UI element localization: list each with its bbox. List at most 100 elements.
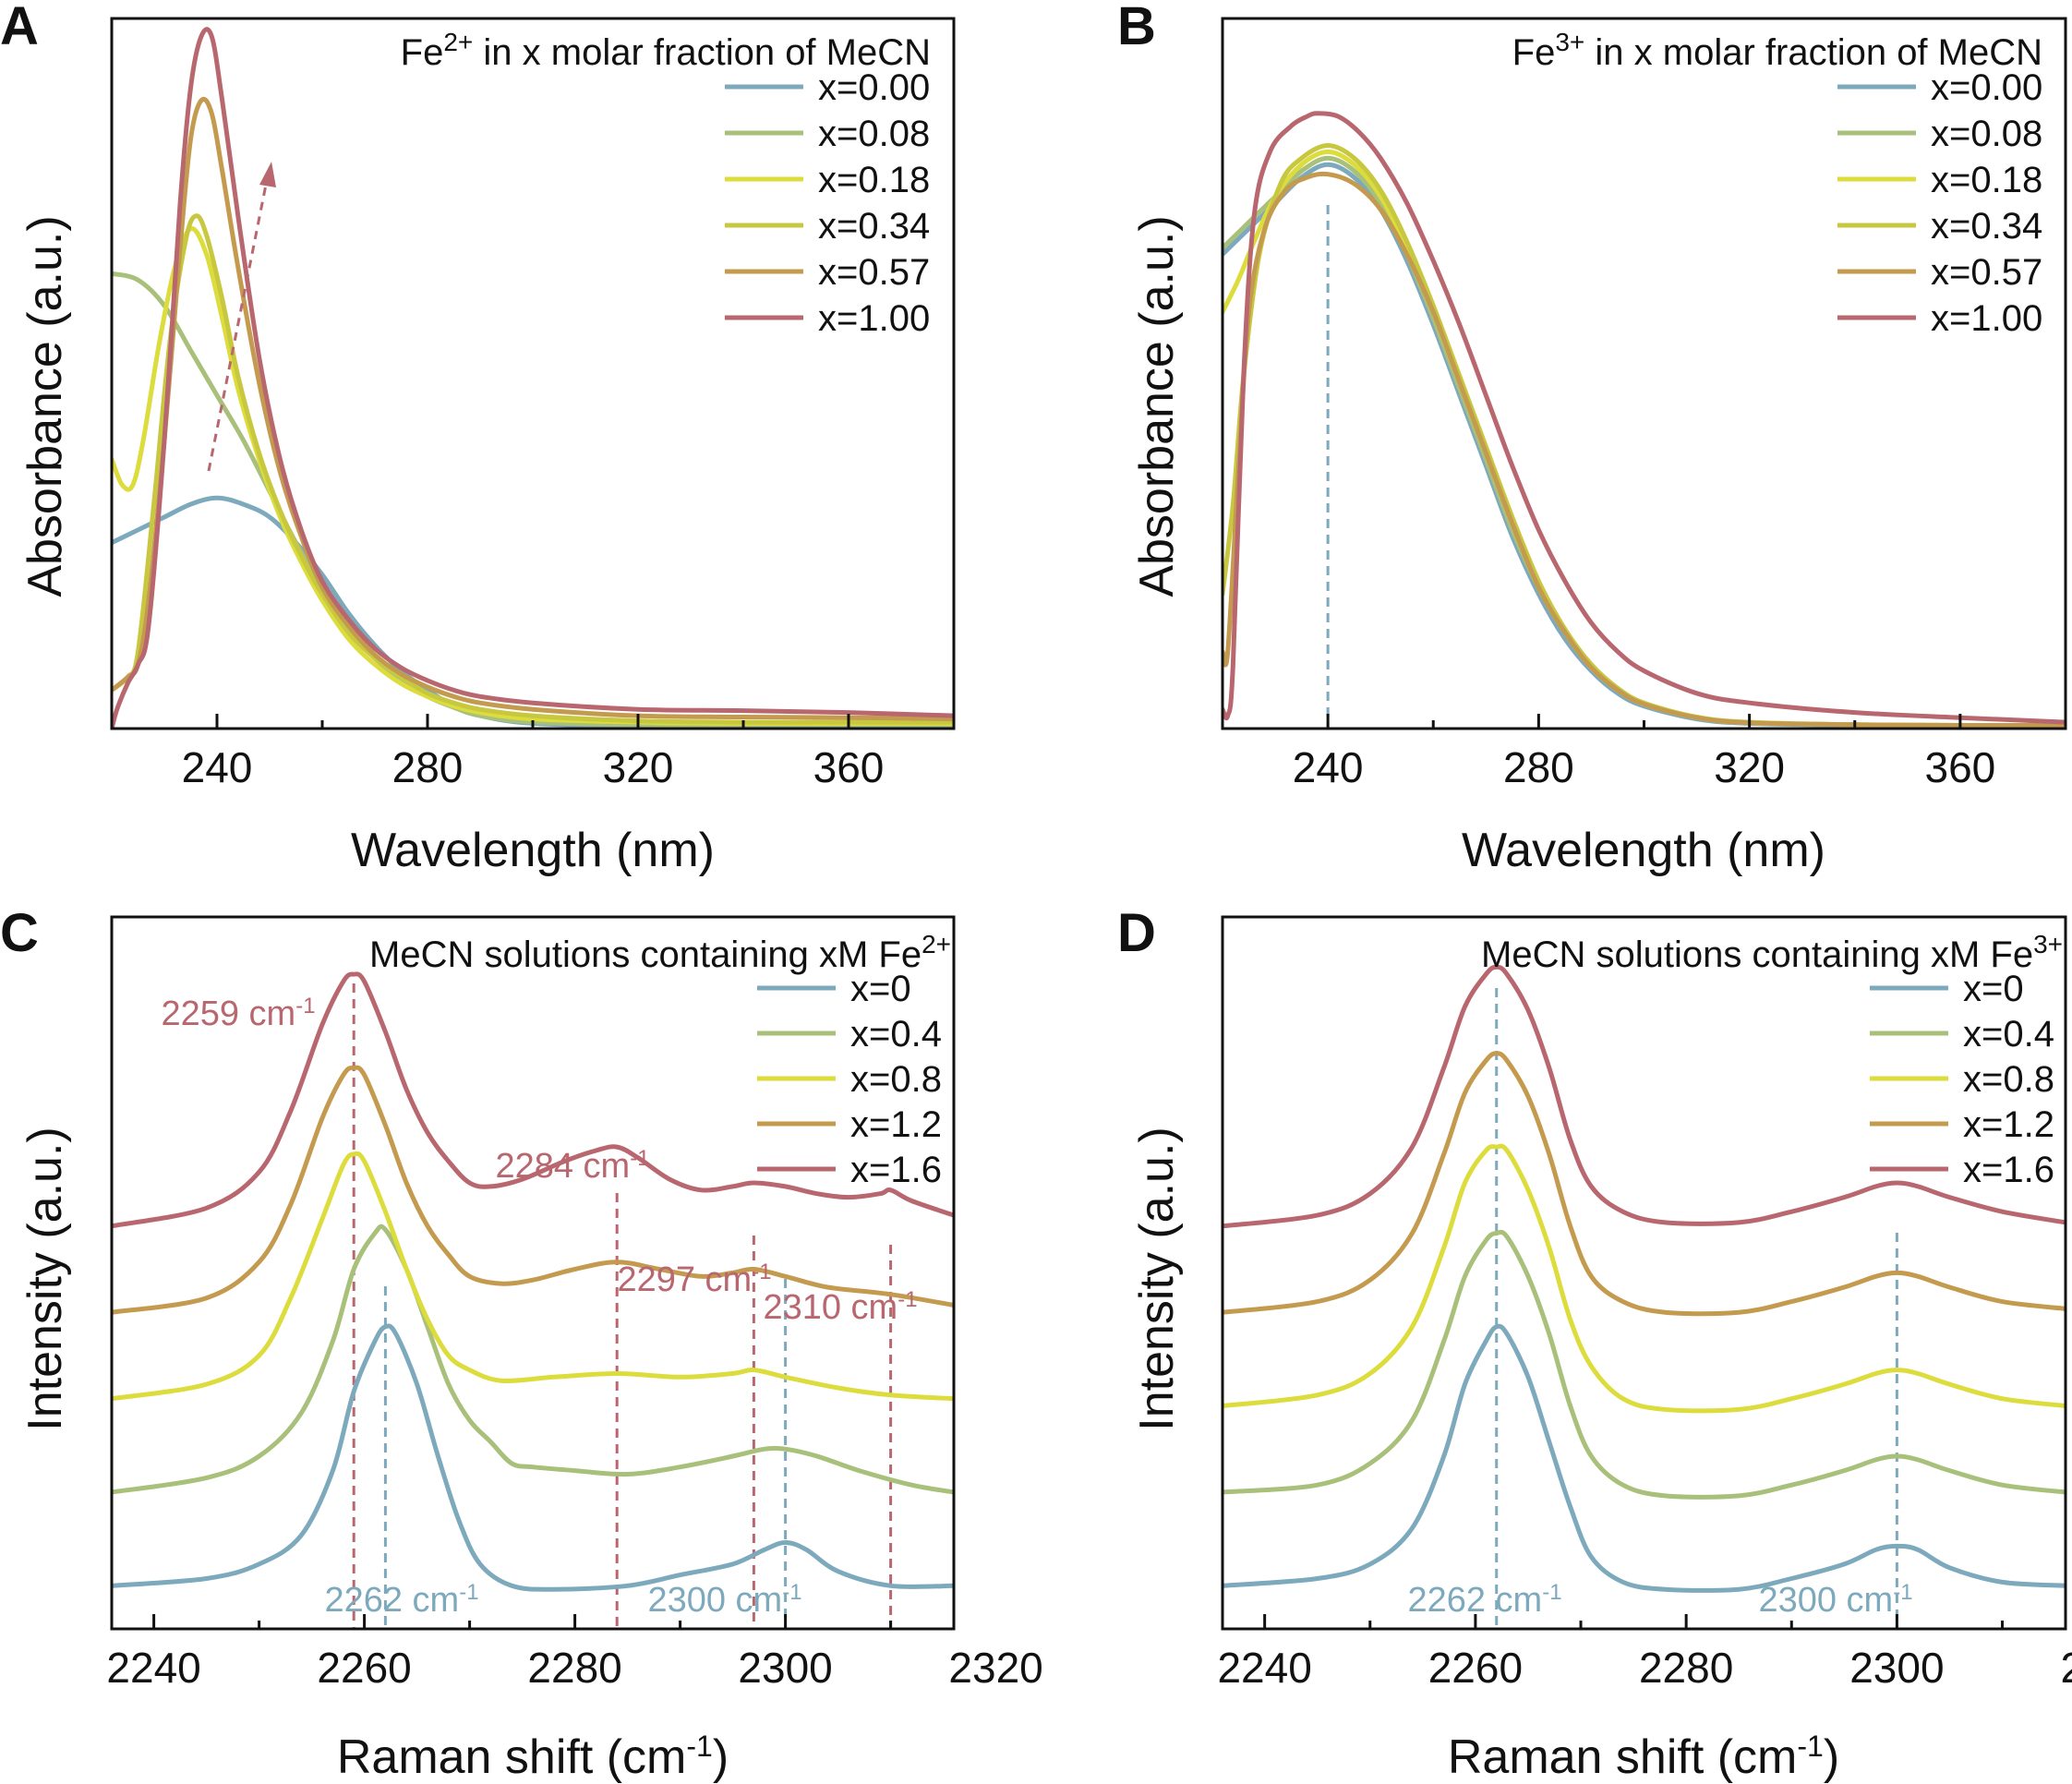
- x-tick-label-280: 280: [1503, 743, 1574, 791]
- panel-b-frame: [1221, 17, 2067, 730]
- annotation-2297: 2297 cm-1: [617, 1260, 771, 1300]
- annotation-2262: 2262 cm-1: [324, 1580, 478, 1621]
- annotation-2300: 2300 cm-1: [647, 1580, 801, 1621]
- x-tick-label-360: 360: [813, 743, 885, 791]
- legend-label-x-0-34: x=0.34: [1931, 206, 2042, 247]
- panel-a-x-axis-title: Wavelength (nm): [351, 824, 715, 877]
- x-tick-label-2240: 2240: [1217, 1644, 1311, 1692]
- panel-d-x-ticks: 2240 2260 2280 2300 2320: [1217, 1614, 2072, 1692]
- panel-a-curves: [112, 27, 954, 729]
- x-tick-label-2260: 2260: [1428, 1644, 1523, 1692]
- panel-c-annotations: 2259 cm-1 2262 cm-1 2284 cm-1 2297 cm-1 2300…: [161, 994, 917, 1621]
- x-tick-label-2300: 2300: [738, 1644, 832, 1692]
- legend-label-x-0-18: x=0.18: [818, 160, 930, 200]
- annotation-2300: 2300 cm-1: [1758, 1580, 1912, 1621]
- x-tick-label-240: 240: [1293, 743, 1364, 791]
- legend-label-x-0-4: x=0.4: [850, 1014, 942, 1055]
- panel-d-annotations: 2262 cm-1 2300 cm-1: [1407, 1580, 1912, 1621]
- panel-d-frame: [1221, 915, 2067, 1631]
- panel-c-series-x-0: [112, 1323, 954, 1592]
- panel-c-x-axis-title: Raman shift (cm-1): [337, 1730, 729, 1784]
- panel-letter-b: B: [1117, 0, 1156, 56]
- panel-a: A 240 280 320 360 Fe2+ in x molar fraction …: [0, 0, 956, 877]
- panel-c-y-axis-title: Intensity (a.u.): [18, 1127, 72, 1430]
- panel-b-x-axis-title: Wavelength (nm): [1462, 824, 1825, 877]
- panel-b-x-ticks: 240 280 320 360: [1293, 714, 1996, 791]
- x-tick-label-360: 360: [1925, 743, 1996, 791]
- x-tick-label-320: 320: [603, 743, 674, 791]
- panel-d-y-axis-title: Intensity (a.u.): [1130, 1127, 1184, 1430]
- legend-label-x-0-57: x=0.57: [818, 252, 930, 293]
- legend-label-x-1-00: x=1.00: [1931, 298, 2042, 339]
- panel-a-series-x-0-08: [112, 271, 954, 728]
- panel-letter-c: C: [0, 903, 39, 963]
- x-tick-label-280: 280: [392, 743, 464, 791]
- x-tick-label-2240: 2240: [106, 1644, 200, 1692]
- legend-label-x-0-34: x=0.34: [818, 206, 930, 247]
- legend-label-x-0-57: x=0.57: [1931, 252, 2042, 293]
- panel-d-series-x-1-2: [1223, 1051, 2066, 1317]
- legend-label-x-0-00: x=0.00: [818, 67, 930, 108]
- legend-label-x-1-6: x=1.6: [1963, 1150, 2054, 1190]
- legend-label-x-0-8: x=0.8: [1963, 1059, 2054, 1100]
- legend-label-x-0-00: x=0.00: [1931, 67, 2042, 108]
- x-tick-label-2300: 2300: [1849, 1644, 1944, 1692]
- legend-label-x-1-6: x=1.6: [850, 1150, 942, 1190]
- panel-d-series-x-0: [1223, 1323, 2066, 1593]
- legend-label-x-0: x=0: [850, 969, 911, 1009]
- panel-d-x-axis-title: Raman shift (cm-1): [1448, 1730, 1839, 1784]
- annotation-2259: 2259 cm-1: [161, 994, 315, 1034]
- panel-a-legend-title: Fe2+ in x molar fraction of MeCN: [401, 28, 931, 74]
- legend-label-x-0-4: x=0.4: [1963, 1014, 2054, 1055]
- panel-b: B 240 280 320 360 Fe3+ in x molar fraction …: [1117, 0, 2067, 877]
- panel-a-series-x-0-34: [112, 213, 954, 725]
- panel-d-series-x-0-4: [1223, 1229, 2066, 1500]
- panel-d-legend-title: MeCN solutions containing xM Fe3+: [1481, 930, 2063, 976]
- x-tick-label-2280: 2280: [527, 1644, 621, 1692]
- annotation-2310: 2310 cm-1: [763, 1287, 917, 1328]
- panel-d: D 2240 2260 2280 2300 2320 MeCN solutions co…: [1117, 903, 2072, 1784]
- panel-d-reference-lines: [1495, 988, 1898, 1629]
- panel-c-series-x-1-2: [112, 1065, 954, 1315]
- x-tick-label-2260: 2260: [317, 1644, 411, 1692]
- panel-c: C 2240 2260 2280 2300 2320 MeCN solutions co…: [0, 903, 1043, 1784]
- panel-a-x-ticks: 240 280 320 360: [182, 714, 885, 791]
- panel-d-series-x-0-8: [1223, 1143, 2066, 1414]
- panel-d-legend: MeCN solutions containing xM Fe3+ x=0 x=0…: [1481, 930, 2063, 1191]
- panel-a-trend-arrow: [207, 162, 276, 472]
- panel-c-series-x-0-8: [112, 1151, 954, 1402]
- panel-b-series-x-0-57: [1223, 171, 2066, 729]
- panel-a-y-axis-title: Absorbance (a.u.): [18, 215, 72, 597]
- x-tick-label-240: 240: [182, 743, 253, 791]
- panel-letter-a: A: [0, 0, 39, 56]
- panel-b-series-x-1-00: [1223, 111, 2066, 725]
- panel-c-reference-lines: [352, 983, 893, 1629]
- panel-c-series-x-1-6: [112, 971, 954, 1229]
- panel-c-curves: [112, 971, 954, 1592]
- panel-c-frame: [110, 915, 956, 1631]
- annotation-2284: 2284 cm-1: [495, 1146, 649, 1187]
- annotation-2262: 2262 cm-1: [1407, 1580, 1561, 1621]
- panel-b-legend: Fe3+ in x molar fraction of MeCN x=0.00 x…: [1512, 28, 2043, 340]
- panel-c-legend-title: MeCN solutions containing xM Fe2+: [369, 930, 951, 976]
- panel-c-legend: MeCN solutions containing xM Fe2+ x=0 x=0…: [369, 930, 951, 1191]
- panel-c-x-ticks: 2240 2260 2280 2300 2320: [106, 1614, 1043, 1692]
- panel-d-curves: [1223, 964, 2066, 1593]
- legend-label-x-1-00: x=1.00: [818, 298, 930, 339]
- x-tick-label-2280: 2280: [1639, 1644, 1733, 1692]
- legend-label-x-0-08: x=0.08: [1931, 114, 2042, 154]
- x-tick-label-2320: 2320: [2060, 1644, 2072, 1692]
- legend-label-x-1-2: x=1.2: [850, 1104, 942, 1145]
- panel-b-legend-title: Fe3+ in x molar fraction of MeCN: [1512, 28, 2042, 74]
- panel-b-y-axis-title: Absorbance (a.u.): [1130, 215, 1184, 597]
- panel-c-series-x-0-4: [112, 1223, 954, 1495]
- legend-label-x-1-2: x=1.2: [1963, 1104, 2054, 1145]
- x-tick-label-2320: 2320: [948, 1644, 1042, 1692]
- x-tick-label-320: 320: [1714, 743, 1785, 791]
- panel-a-frame: [110, 17, 956, 730]
- panel-d-series-x-1-6: [1223, 964, 2066, 1229]
- legend-label-x-0: x=0: [1963, 969, 2024, 1009]
- panel-a-series-x-0-00: [112, 495, 954, 729]
- panel-a-legend: Fe2+ in x molar fraction of MeCN x=0.00 x…: [401, 28, 931, 340]
